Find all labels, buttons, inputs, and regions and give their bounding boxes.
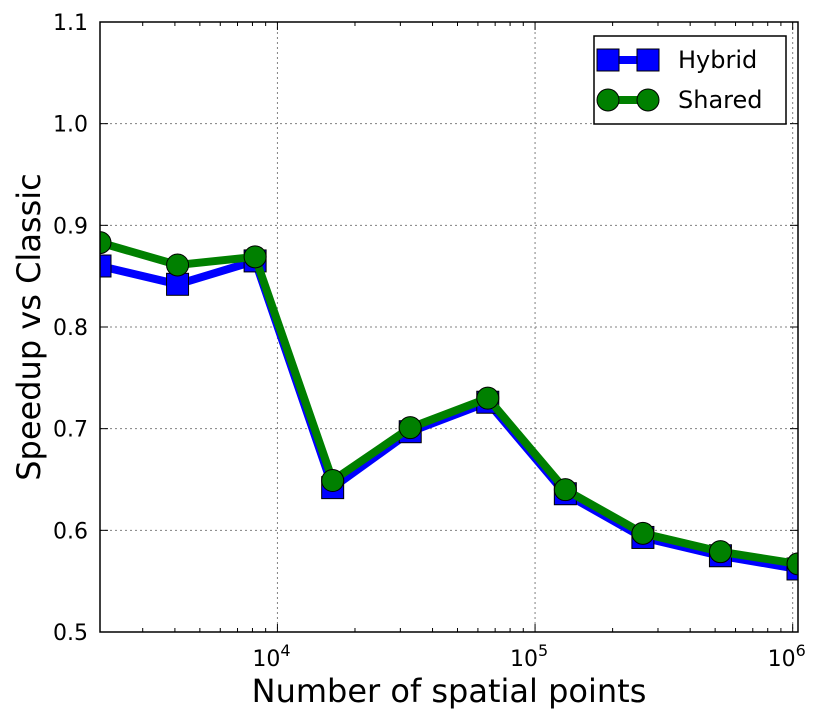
series-layer: [100, 231, 798, 581]
legend-item-hybrid: Hybrid: [596, 46, 757, 74]
data-point: [243, 245, 267, 269]
data-point: [166, 272, 190, 296]
y-tick-label: 1.0: [53, 113, 88, 138]
data-point: [631, 521, 655, 545]
data-point: [166, 253, 190, 277]
x-tick-base: 10: [510, 647, 538, 672]
y-tick-label: 0.9: [53, 214, 88, 239]
series-shared: [100, 231, 798, 576]
legend: Hybrid Shared: [593, 35, 787, 125]
x-axis-label: Number of spatial points: [252, 672, 647, 710]
y-axis-label: Speedup vs Classic: [10, 173, 48, 481]
data-point: [100, 254, 112, 278]
data-point: [553, 478, 577, 502]
x-tick-label: 106: [768, 641, 806, 672]
legend-box: [593, 35, 787, 125]
x-tick-label: 105: [510, 641, 548, 672]
x-tick-exponent: 6: [796, 641, 806, 660]
legend-marker: [596, 48, 620, 72]
y-tick-label: 0.8: [53, 316, 88, 341]
legend-marker: [636, 48, 660, 72]
legend-item-shared: Shared: [596, 86, 763, 114]
x-tick-exponent: 5: [538, 641, 548, 660]
data-point: [708, 540, 732, 564]
x-tick-label: 104: [252, 641, 290, 672]
data-point: [786, 552, 798, 576]
legend-marker: [596, 88, 620, 112]
y-tick-label: 0.6: [53, 519, 88, 544]
legend-label: Shared: [678, 86, 763, 114]
y-tick-label: 0.7: [53, 418, 88, 443]
data-point: [476, 386, 500, 410]
x-tick-base: 10: [252, 647, 280, 672]
x-tick-base: 10: [768, 647, 796, 672]
legend-marker: [636, 88, 660, 112]
legend-label: Hybrid: [678, 46, 757, 74]
series-line: [100, 238, 798, 568]
data-point: [398, 416, 422, 440]
x-tick-exponent: 4: [280, 641, 290, 660]
y-tick-label: 1.1: [53, 11, 88, 36]
y-tick-label: 0.5: [53, 621, 88, 646]
data-point: [321, 469, 345, 493]
data-point: [100, 231, 112, 255]
